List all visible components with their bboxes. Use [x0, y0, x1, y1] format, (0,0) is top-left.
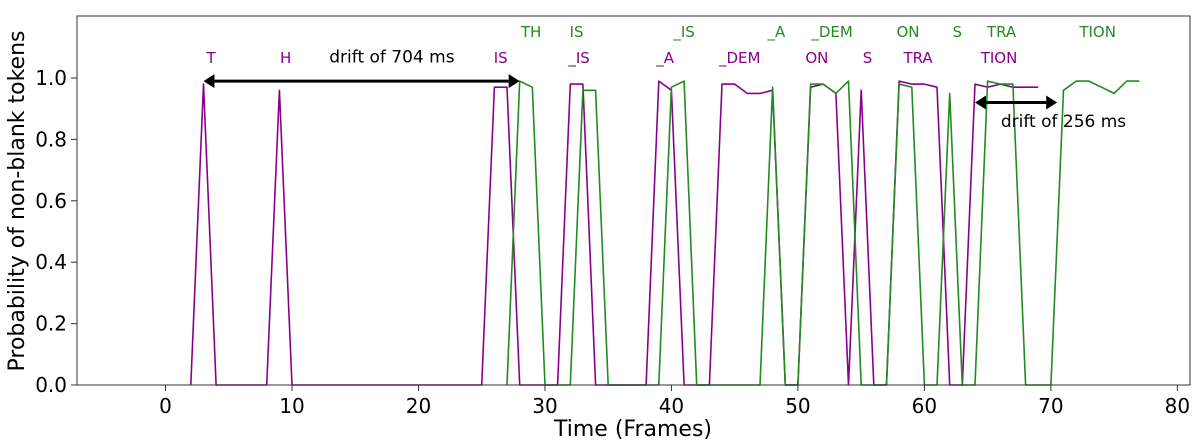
y-tick-label: 0.0 — [35, 373, 67, 397]
token-label: IS — [570, 23, 584, 41]
token-label: _IS — [672, 23, 694, 42]
plot-marks — [190, 80, 1140, 386]
token-label: ON — [805, 49, 828, 67]
token-label: TRA — [902, 49, 933, 67]
axes: 0 10 20 30 40 50 60 70 80 0.0 0.2 0.4 0.6 0.8 1.0 — [35, 66, 1190, 418]
x-tick-label: 20 — [406, 394, 431, 418]
token-label: _DEM — [810, 23, 852, 42]
drift-arrow-head-right — [1046, 95, 1058, 110]
x-tick-label: 60 — [912, 394, 937, 418]
x-tick-label: 70 — [1038, 394, 1063, 418]
token-label: _A — [655, 49, 675, 68]
y-tick-label: 0.8 — [35, 127, 67, 151]
x-axis-label: Time (Frames) — [553, 417, 712, 442]
token-label: _DEM — [718, 49, 760, 68]
token-label: IS — [494, 49, 508, 67]
x-tick-label: 40 — [659, 394, 684, 418]
x-tick-label: 50 — [785, 394, 810, 418]
token-label: S — [863, 49, 873, 67]
drift-arrow-head-left — [974, 95, 986, 110]
token-label: TION — [980, 49, 1018, 67]
token-label: ON — [896, 23, 919, 41]
y-axis-label: Probability of non-blank tokens — [5, 31, 30, 372]
drift-label: drift of 704 ms — [329, 48, 454, 68]
series-line-0 — [190, 80, 1039, 386]
token-label: TRA — [986, 23, 1017, 41]
token-label: TH — [520, 23, 541, 41]
token-label: _A — [767, 23, 787, 42]
y-tick-label: 0.4 — [35, 250, 67, 274]
token-label: H — [280, 49, 291, 67]
token-label: T — [205, 49, 216, 67]
y-tick-label: 0.6 — [35, 189, 67, 213]
y-tick-label: 0.2 — [35, 312, 67, 336]
drift-annotations: drift of 704 ms drift of 256 ms — [203, 48, 1126, 132]
token-label: _IS — [567, 49, 589, 68]
token-label: S — [953, 23, 963, 41]
x-tick-label: 30 — [532, 394, 557, 418]
drift-arrow-head-right — [508, 74, 520, 89]
x-tick-label: 10 — [279, 394, 304, 418]
x-tick-label: 0 — [159, 394, 172, 418]
drift-label: drift of 256 ms — [1001, 112, 1126, 132]
y-tick-label: 1.0 — [35, 66, 67, 90]
drift-arrow-head-left — [203, 74, 215, 89]
token-label: TION — [1078, 23, 1116, 41]
x-tick-label: 80 — [1165, 394, 1190, 418]
